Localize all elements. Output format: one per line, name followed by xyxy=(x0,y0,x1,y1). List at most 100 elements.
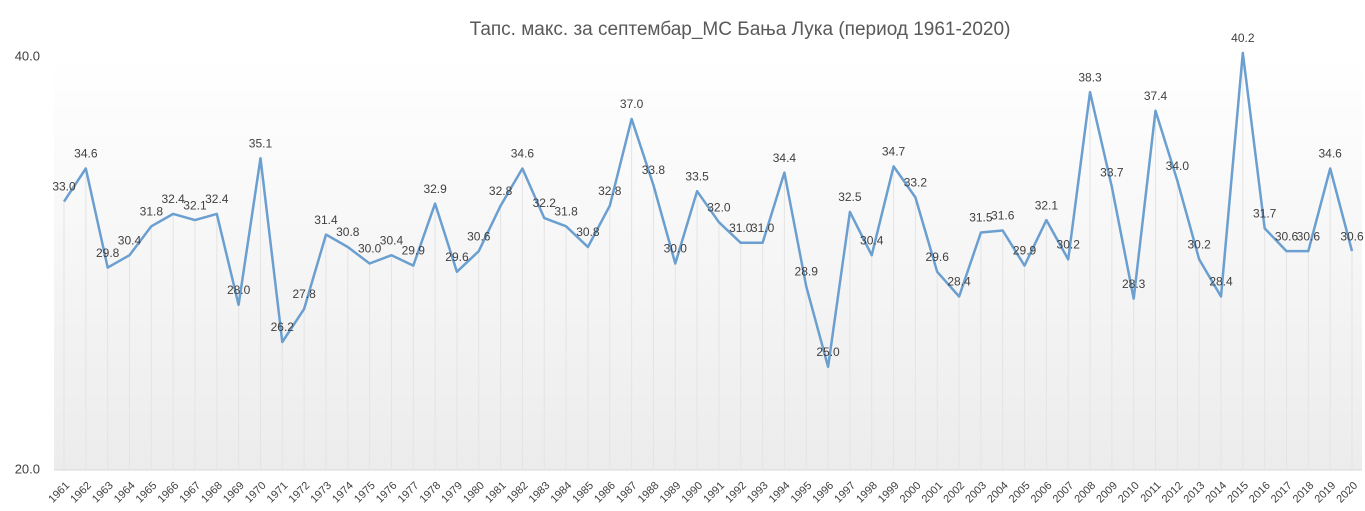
data-label: 34.0 xyxy=(1166,159,1190,173)
data-label: 30.0 xyxy=(358,242,382,256)
data-label: 34.7 xyxy=(882,145,906,159)
data-label: 27.8 xyxy=(292,287,316,301)
x-tick-label: 2010 xyxy=(1116,480,1142,506)
x-tick-label: 1974 xyxy=(330,480,356,506)
x-tick-label: 1991 xyxy=(701,480,727,506)
x-tick-label: 1969 xyxy=(221,480,247,506)
x-tick-label: 2013 xyxy=(1182,480,1208,506)
data-label: 31.0 xyxy=(729,221,753,235)
x-tick-label: 1972 xyxy=(287,480,313,506)
data-label: 31.4 xyxy=(314,213,338,227)
data-label: 32.5 xyxy=(838,190,862,204)
x-tick-label: 2007 xyxy=(1051,480,1077,506)
x-tick-label: 2014 xyxy=(1203,480,1229,506)
x-tick-label: 2001 xyxy=(920,480,946,506)
x-tick-label: 1994 xyxy=(767,480,793,506)
x-tick-label: 1962 xyxy=(68,480,94,506)
x-tick-label: 1996 xyxy=(810,480,836,506)
data-label: 37.0 xyxy=(620,97,644,111)
x-tick-label: 1979 xyxy=(439,480,465,506)
x-tick-label: 1978 xyxy=(417,480,443,506)
data-label: 34.6 xyxy=(74,147,98,161)
x-tick-label: 2016 xyxy=(1247,480,1273,506)
data-label: 30.2 xyxy=(1188,238,1212,252)
data-label: 25.0 xyxy=(816,345,840,359)
x-tick-label: 2000 xyxy=(898,480,924,506)
x-tick-label: 1966 xyxy=(156,480,182,506)
data-label: 30.2 xyxy=(1057,238,1081,252)
chart-title: Тапс. макс. за септембар_МС Бања Лука (п… xyxy=(470,19,1011,40)
x-tick-label: 2006 xyxy=(1029,480,1055,506)
x-tick-label: 1977 xyxy=(396,480,422,506)
data-label: 29.9 xyxy=(402,244,426,258)
data-label: 32.1 xyxy=(183,198,207,212)
data-label: 30.6 xyxy=(1297,229,1321,243)
data-label: 31.7 xyxy=(1253,207,1277,221)
x-tick-label: 2015 xyxy=(1225,480,1251,506)
data-label: 30.6 xyxy=(467,229,491,243)
data-label: 30.8 xyxy=(576,225,600,239)
data-label: 29.9 xyxy=(1013,244,1037,258)
x-tick-label: 1964 xyxy=(112,480,138,506)
x-tick-label: 1967 xyxy=(177,480,203,506)
data-label: 40.2 xyxy=(1231,31,1255,45)
x-tick-label: 1995 xyxy=(789,480,815,506)
x-tick-label: 1981 xyxy=(483,480,509,506)
data-label: 32.0 xyxy=(707,200,731,214)
x-tick-label: 2017 xyxy=(1269,480,1295,506)
x-tick-label: 1980 xyxy=(461,480,487,506)
x-tick-label: 1986 xyxy=(592,480,618,506)
data-label: 34.6 xyxy=(1318,147,1342,161)
data-label: 31.6 xyxy=(991,209,1015,223)
x-tick-label: 1982 xyxy=(505,480,531,506)
data-label: 32.9 xyxy=(423,182,447,196)
x-tick-label: 2009 xyxy=(1094,480,1120,506)
data-label: 29.8 xyxy=(96,246,120,260)
x-tick-label: 1971 xyxy=(265,480,291,506)
y-tick-label: 20.0 xyxy=(15,461,40,476)
x-tick-label: 1961 xyxy=(46,480,72,506)
x-tick-label: 2004 xyxy=(985,480,1011,506)
x-tick-label: 1987 xyxy=(614,480,640,506)
data-label: 33.7 xyxy=(1100,165,1124,179)
data-label: 28.4 xyxy=(1209,275,1233,289)
x-tick-label: 2003 xyxy=(963,480,989,506)
data-label: 34.6 xyxy=(511,147,535,161)
data-label: 28.3 xyxy=(1122,277,1146,291)
data-label: 29.6 xyxy=(445,250,469,264)
data-label: 32.4 xyxy=(161,192,185,206)
x-tick-label: 1993 xyxy=(745,480,771,506)
x-tick-label: 2012 xyxy=(1160,480,1186,506)
y-tick-label: 40.0 xyxy=(15,48,40,63)
x-tick-label: 1989 xyxy=(658,480,684,506)
data-label: 30.4 xyxy=(118,233,142,247)
x-tick-label: 1970 xyxy=(243,480,269,506)
x-tick-label: 2018 xyxy=(1291,480,1317,506)
data-label: 38.3 xyxy=(1078,70,1102,84)
data-label: 30.0 xyxy=(664,242,688,256)
x-tick-label: 1990 xyxy=(679,480,705,506)
x-tick-label: 1997 xyxy=(832,480,858,506)
x-tick-label: 1965 xyxy=(134,480,160,506)
x-tick-label: 2008 xyxy=(1072,480,1098,506)
data-line xyxy=(62,51,1354,369)
x-tick-label: 2005 xyxy=(1007,480,1033,506)
x-tick-label: 1983 xyxy=(527,480,553,506)
data-label: 30.8 xyxy=(336,225,360,239)
x-tick-label: 1976 xyxy=(374,480,400,506)
x-tick-label: 1998 xyxy=(854,480,880,506)
data-label: 30.6 xyxy=(1340,229,1364,243)
x-tick-label: 2002 xyxy=(941,480,967,506)
x-tick-label: 1963 xyxy=(90,480,116,506)
data-label: 33.8 xyxy=(642,163,666,177)
data-label: 32.4 xyxy=(205,192,229,206)
x-tick-label: 2019 xyxy=(1313,480,1339,506)
data-label: 35.1 xyxy=(249,136,273,150)
data-label: 31.0 xyxy=(751,221,775,235)
plot-area xyxy=(54,57,1362,470)
data-label: 29.6 xyxy=(926,250,950,264)
x-tick-label: 1985 xyxy=(570,480,596,506)
data-label: 26.2 xyxy=(271,320,295,334)
data-label: 33.0 xyxy=(52,180,76,194)
